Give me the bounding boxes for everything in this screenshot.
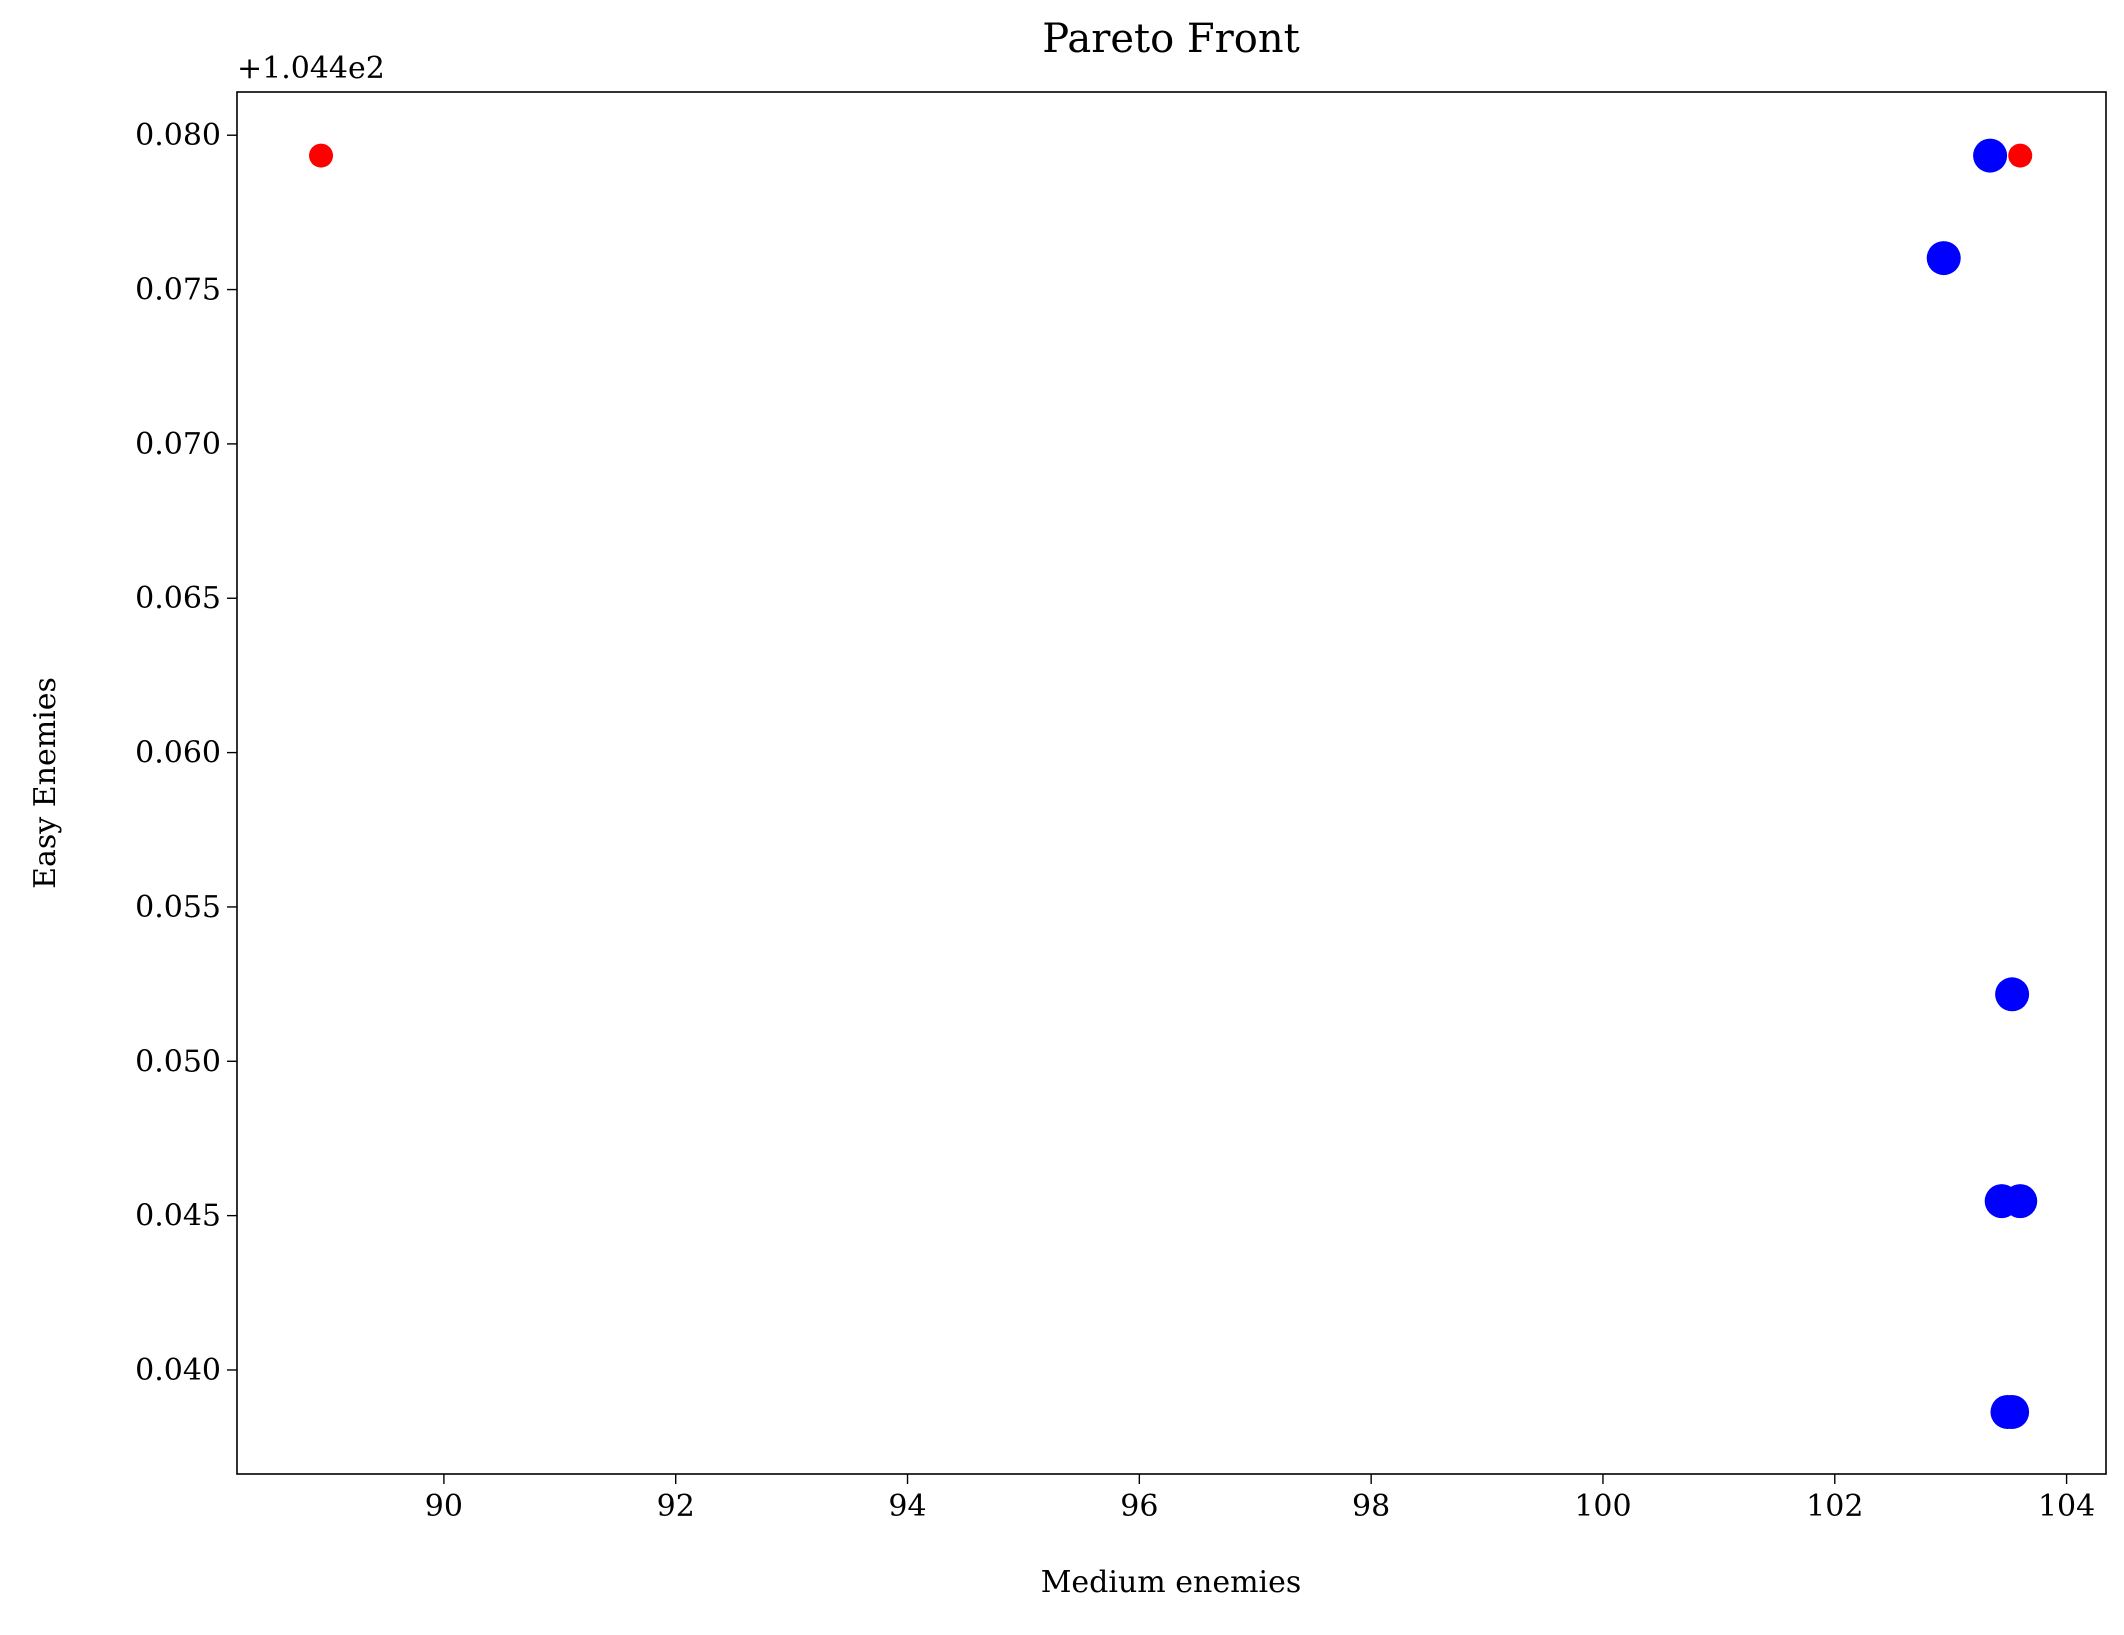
y-tick-label: 0.055 [135, 890, 221, 925]
scatter-point [2003, 1184, 2038, 1219]
y-tick-label: 0.040 [135, 1353, 221, 1388]
y-tick-label: 0.065 [135, 581, 221, 616]
x-tick-label: 90 [425, 1489, 463, 1524]
scatter-point [309, 143, 334, 168]
x-tick-label: 102 [1806, 1489, 1863, 1524]
y-axis-label: Easy Enemies [28, 677, 63, 889]
y-offset-label: +1.044e2 [237, 51, 385, 86]
plot-frame [236, 91, 2107, 1475]
chart-title: Pareto Front [1042, 16, 1299, 62]
scatter-point [1926, 241, 1961, 276]
scatter-point [1995, 1394, 2030, 1429]
x-tick-label: 92 [657, 1489, 695, 1524]
x-tick-label: 96 [1120, 1489, 1158, 1524]
y-tick-label: 0.060 [135, 736, 221, 771]
y-tick-label: 0.070 [135, 427, 221, 462]
scatter-point [2008, 143, 2033, 168]
y-tick-label: 0.080 [135, 118, 221, 153]
x-axis-label: Medium enemies [1041, 1565, 1302, 1600]
scatter-point [1973, 138, 2008, 173]
scatter-point [1995, 977, 2030, 1012]
x-tick-label: 94 [888, 1489, 926, 1524]
x-tick-label: 98 [1352, 1489, 1390, 1524]
x-tick-label: 100 [1574, 1489, 1631, 1524]
y-tick-label: 0.045 [135, 1199, 221, 1234]
x-tick-label: 104 [2038, 1489, 2095, 1524]
y-tick-label: 0.075 [135, 273, 221, 308]
y-tick-label: 0.050 [135, 1044, 221, 1079]
